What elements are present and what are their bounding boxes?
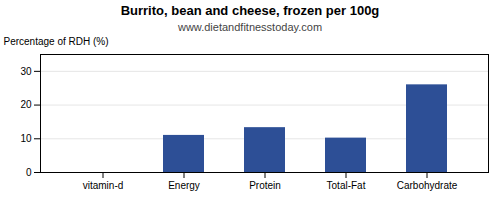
svg-text:20: 20: [20, 99, 32, 110]
html-text:Burrito, bean and cheese, froz: Burrito, bean and cheese, frozen per 100…: [120, 3, 380, 18]
svg-text:Percentage of RDH (%): Percentage of RDH (%): [4, 36, 109, 47]
svg-text:Energy: Energy: [168, 180, 200, 191]
svg-text:Carbohydrate: Carbohydrate: [397, 180, 458, 191]
svg-text:0: 0: [26, 167, 32, 178]
svg-text:10: 10: [20, 133, 32, 144]
html-text:www.dietandfitnesstoday.com: www.dietandfitnesstoday.com: [178, 21, 322, 33]
svg-text:Protein: Protein: [249, 180, 281, 191]
svg-text:30: 30: [20, 66, 32, 77]
svg-text:Total-Fat: Total-Fat: [327, 180, 366, 191]
svg-text:vitamin-d: vitamin-d: [83, 180, 124, 191]
